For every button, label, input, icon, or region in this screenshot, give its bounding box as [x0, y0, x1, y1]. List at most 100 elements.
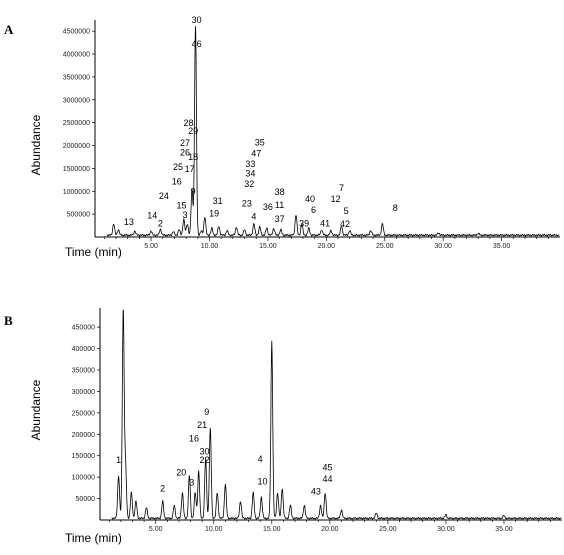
x-tick-label: 25.00	[379, 526, 397, 533]
peak-label: 33	[245, 159, 255, 169]
y-tick-label: 200000	[72, 432, 95, 439]
y-tick-label: 2000000	[63, 143, 90, 150]
peak-label: 37	[275, 214, 285, 224]
x-tick-label: 30.00	[437, 526, 455, 533]
y-tick-label: 400000	[72, 346, 95, 353]
peak-label: 30	[199, 446, 209, 456]
panel-b-chromatogram-trace	[111, 309, 562, 520]
peak-label: 15	[176, 201, 186, 211]
panel-b-y-axis-title: Abundance	[29, 379, 43, 440]
peak-label: 3	[182, 210, 187, 220]
peak-label: 7	[339, 183, 344, 193]
peak-label: 4	[258, 454, 263, 464]
y-tick-label: 500000	[67, 212, 90, 219]
panel-a-chromatogram-trace	[106, 26, 560, 237]
peak-label: 14	[147, 211, 157, 221]
panel-b-x-ticks: 5.00 10.00 15.00 20.00 25.00 30.00 35.00	[108, 520, 551, 533]
peak-label: 12	[331, 194, 341, 204]
x-tick-label: 15.00	[263, 526, 281, 533]
peak-label: 46	[192, 39, 202, 49]
y-tick-label: 1000000	[63, 189, 90, 196]
peak-label: 41	[320, 218, 330, 228]
chromatogram-panel-b: B Abundance Time (min) 50000 100000 150000…	[4, 308, 562, 545]
peak-label: 8	[393, 203, 398, 213]
peak-label: 2	[158, 218, 163, 228]
peak-label: 29	[188, 126, 198, 136]
x-tick-label: 5.00	[144, 243, 158, 250]
panel-a-y-axis-title: Abundance	[29, 114, 43, 175]
y-tick-label: 4500000	[63, 29, 90, 36]
peak-label: 1	[116, 455, 121, 465]
peak-label: 40	[305, 194, 315, 204]
peak-label: 24	[159, 191, 169, 201]
x-tick-label: 35.00	[495, 526, 513, 533]
x-tick-label: 20.00	[321, 526, 339, 533]
x-tick-label: 25.00	[376, 243, 394, 250]
peak-label: 16	[189, 434, 199, 444]
peak-label: 4	[251, 212, 256, 222]
y-tick-label: 250000	[72, 410, 95, 417]
peak-label: 47	[251, 148, 261, 158]
x-tick-label: 15.00	[259, 243, 277, 250]
panel-a-y-ticks: 500000 1000000 1500000 2000000 2500000 300000…	[63, 29, 95, 219]
peak-label: 45	[323, 462, 333, 472]
y-tick-label: 150000	[72, 453, 95, 460]
x-tick-label: 20.00	[318, 243, 336, 250]
peak-label: 10	[258, 476, 268, 486]
panel-a-x-axis-title: Time (min)	[65, 245, 122, 259]
peak-label: 18	[188, 152, 198, 162]
x-tick-label: 10.00	[201, 243, 219, 250]
peak-label: 11	[275, 200, 284, 210]
peak-label: 26	[180, 148, 190, 158]
peak-label: 22	[199, 455, 209, 465]
peak-label: 42	[340, 219, 350, 229]
peak-label: 2	[160, 484, 165, 494]
panel-b-x-axis-title: Time (min)	[65, 531, 122, 545]
y-tick-label: 50000	[76, 496, 96, 503]
peak-label: 13	[124, 217, 134, 227]
x-tick-label: 10.00	[205, 526, 223, 533]
peak-label: 36	[263, 202, 273, 212]
y-tick-label: 3500000	[63, 74, 90, 81]
peak-label: 30	[192, 15, 202, 25]
peak-label: 31	[213, 196, 223, 206]
peak-label: 9	[204, 407, 209, 417]
peak-label: 20	[176, 467, 186, 477]
peak-label: 39	[299, 218, 309, 228]
y-tick-label: 4000000	[63, 52, 90, 59]
peak-label: 9	[191, 186, 196, 196]
peak-label: 19	[209, 208, 219, 218]
peak-label: 28	[183, 118, 193, 128]
x-tick-label: 5.00	[149, 526, 163, 533]
x-tick-label: 35.00	[493, 243, 511, 250]
panel-a-letter: A	[4, 22, 14, 37]
peak-label: 38	[275, 187, 285, 197]
y-tick-label: 3000000	[63, 97, 90, 104]
peak-label: 35	[255, 138, 265, 148]
y-tick-label: 450000	[72, 325, 95, 332]
peak-label: 25	[173, 162, 183, 172]
peak-label: 5	[344, 206, 349, 216]
panel-b-y-ticks: 50000 100000 150000 200000 250000 300000 35000…	[72, 325, 100, 503]
peak-label: 21	[197, 420, 207, 430]
peak-label: 43	[311, 486, 321, 496]
x-tick-label: 30.00	[434, 243, 452, 250]
chromatogram-panel-a: A Abundance Time (min) 500000 1000000 1500…	[4, 15, 560, 259]
peak-label: 27	[180, 138, 190, 148]
peak-label: 3	[189, 478, 194, 488]
peak-label: 23	[242, 198, 252, 208]
peak-label: 32	[244, 179, 254, 189]
peak-label: 16	[172, 176, 182, 186]
panel-b-letter: B	[4, 313, 13, 328]
peak-label: 44	[323, 474, 333, 484]
y-tick-label: 300000	[72, 389, 95, 396]
y-tick-label: 1500000	[63, 166, 90, 173]
panel-a-x-ticks: 5.00 10.00 15.00 20.00 25.00 30.00 35.00	[103, 237, 549, 250]
peak-label: 6	[311, 205, 316, 215]
y-tick-label: 2500000	[63, 120, 90, 127]
peak-label: 17	[185, 164, 195, 174]
y-tick-label: 100000	[72, 475, 95, 482]
